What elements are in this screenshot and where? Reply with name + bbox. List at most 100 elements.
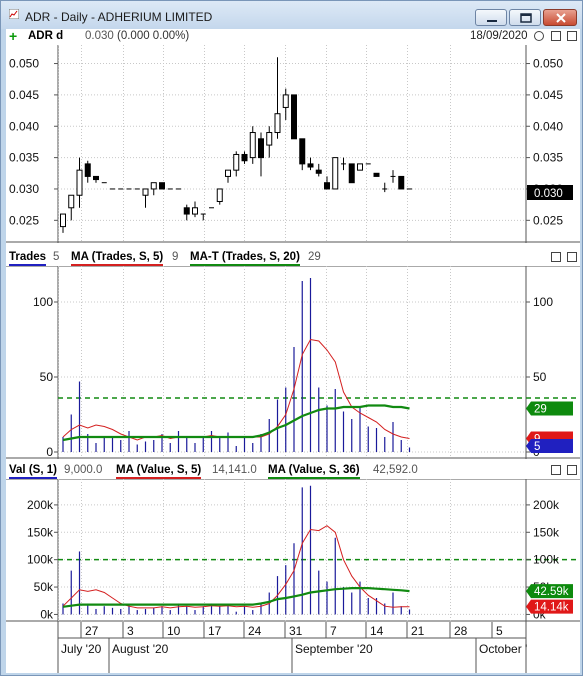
current-date: 18/09/2020 [470,30,528,42]
val-indicator-name[interactable]: Val (S, 1) [9,464,57,479]
add-indicator-plus[interactable]: + [9,28,18,44]
ma20-indicator-name[interactable]: MA-T (Trades, S, 20) [190,251,300,266]
month-label: September '20 [295,642,373,656]
price-chart[interactable]: 0.050 0.050 0.045 0.045 0.040 0.040 0.035 0.035… [6,45,580,243]
candle-body [324,182,330,190]
y-tick-label-left: 50k [34,580,54,594]
y-tick-label-left: 100k [27,553,54,567]
value-panel-restore-button[interactable] [551,465,561,475]
day-label: 27 [85,624,99,638]
value-header: Val (S, 1) 9,000.0 MA (Value, S, 5) 14,1… [6,463,580,479]
close-button[interactable] [543,9,577,26]
candle-body [373,172,380,177]
current-price-tag: 0.030 [527,185,573,200]
val-indicator-value: 9,000.0 [64,464,103,476]
candle-body [76,169,83,196]
current-price-label: 0.030 [534,188,563,200]
candle-body [357,163,363,171]
pin-button[interactable] [534,31,544,41]
y-tick-label-left: 0.040 [9,119,39,133]
candle-body [60,213,66,228]
val-ma5-indicator-name[interactable]: MA (Value, S, 5) [116,464,202,479]
day-label: 31 [289,624,303,638]
trades-chart[interactable]: 100100505000 2995 [6,266,580,459]
y-tick-label-left: 0.050 [9,57,39,71]
restore-button[interactable] [509,9,541,26]
y-tick-label-left: 0.025 [9,213,39,227]
y-tick-label-right: 0.025 [533,213,563,227]
ma20-indicator-value: 29 [308,251,321,263]
y-tick-label-left: 50 [40,370,54,384]
candle-body [216,188,223,203]
date-axis[interactable]: 27 3 10 17 24 31 7 14 21 28 5 July '20 August '20 Se… [6,622,580,673]
price-change: (0.000 0.00%) [117,30,190,42]
day-label: 5 [496,624,503,638]
candle-body [233,153,240,171]
y-tick-label-right: 100k [533,553,560,567]
y-tick-label-right: 0.040 [533,119,563,133]
restore-icon [520,13,532,23]
price-panel-restore-button[interactable] [551,31,561,41]
candle-body [274,113,281,134]
val-ma5-value-tag: 14.14k [526,599,573,614]
candle-body [241,153,248,162]
last-price: 0.030 [85,30,114,42]
day-label: 14 [370,624,384,638]
candle-body [93,175,99,181]
candle-body [150,182,157,190]
trades-panel: Trades 5 MA (Trades, S, 5) 9 MA-T (Trade… [6,250,580,459]
y-tick-label-right: 100 [533,295,553,309]
trades-panel-restore-button[interactable] [551,252,561,262]
candle-body [348,163,355,184]
y-tick-label-right: 50 [533,370,547,384]
candle-body [68,194,75,209]
title-bar[interactable]: ADR - Daily - ADHERIUM LIMITED [1,1,582,29]
val-ma36-indicator-name[interactable]: MA (Value, S, 36) [268,464,360,479]
ma20-value-tag-label: 29 [534,404,547,416]
candle-body [307,163,314,168]
val-ma36-indicator-value: 42,592.0 [373,464,418,476]
ma5-indicator-name[interactable]: MA (Trades, S, 5) [71,251,164,266]
ma-line-long [62,586,410,608]
candle-body [225,169,231,177]
day-label: 24 [248,624,262,638]
candle-body [315,169,322,174]
candle-body [299,138,306,165]
trades-value-tag-label: 5 [534,441,540,453]
y-tick-label-left: 0.035 [9,151,39,165]
chart-app-icon [9,9,19,19]
trades-panel-close-button[interactable] [567,252,577,262]
value-panel-close-button[interactable] [567,465,577,475]
y-tick-label-left: 0.030 [9,182,39,196]
close-icon [556,13,566,23]
candle-body [249,132,256,159]
minimize-icon [487,20,497,22]
window-title: ADR - Daily - ADHERIUM LIMITED [25,10,213,24]
candle-body [142,188,149,196]
trades-indicator-name[interactable]: Trades [9,251,47,266]
ma-line-long [62,404,410,442]
ma5-indicator-value: 9 [172,251,179,263]
price-panel-close-button[interactable] [567,31,577,41]
val-ma5-indicator-value: 14,141.0 [212,464,257,476]
price-panel: + ADR d 0.030 (0.000 0.00%) 18/09/2020 0… [6,28,580,243]
y-tick-label-right: 0.035 [533,151,563,165]
minimize-button[interactable] [475,9,507,26]
ma36-value-tag: 42.59k [526,584,573,599]
y-tick-label-right: 0.045 [533,88,563,102]
value-panel: Val (S, 1) 9,000.0 MA (Value, S, 5) 14,1… [6,463,580,622]
val-ma5-value-tag-label: 14.14k [534,602,569,614]
day-label: 7 [330,624,337,638]
candle-body [332,157,339,190]
price-header: + ADR d 0.030 (0.000 0.00%) 18/09/2020 [6,28,580,45]
y-tick-label-left: 200k [27,498,54,512]
month-label: July '20 [61,642,102,656]
value-chart[interactable]: 200k200k150k150k100k100k50k50k0k0k 42.59… [6,479,580,622]
day-label: 28 [454,624,468,638]
month-label: August '20 [112,642,169,656]
candle-body [183,207,190,215]
candle-body [291,94,297,140]
y-tick-label-left: 0 [46,445,53,459]
candle-body [258,138,264,159]
day-label: 21 [411,624,425,638]
